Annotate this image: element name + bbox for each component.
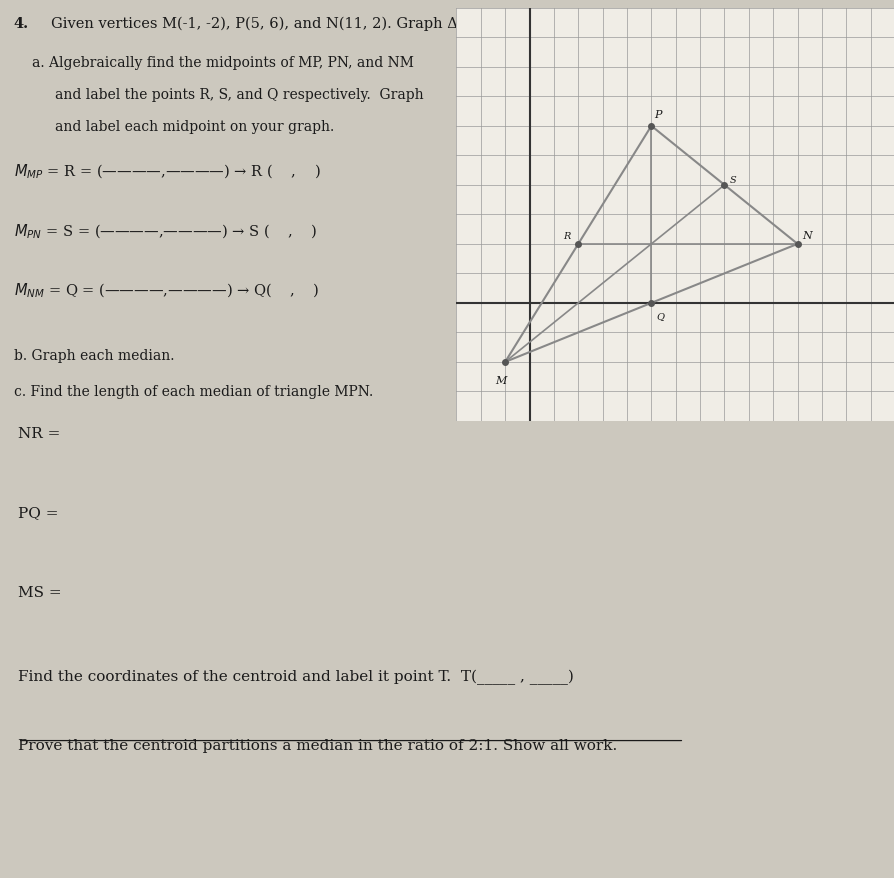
Text: Given vertices M(-1, -2), P(5, 6), and N(11, 2). Graph ΔMPN.: Given vertices M(-1, -2), P(5, 6), and N… (51, 17, 498, 31)
Text: $M_{MP}$ = R = (————,————) → R (    ,    ): $M_{MP}$ = R = (————,————) → R ( , ) (13, 163, 320, 181)
Text: PQ =: PQ = (18, 506, 58, 520)
Text: b. Graph each median.: b. Graph each median. (13, 349, 174, 363)
Text: N: N (802, 231, 811, 241)
Text: Find the coordinates of the centroid and label it point T.  T(_____ , _____): Find the coordinates of the centroid and… (18, 669, 573, 684)
Text: S: S (729, 176, 735, 184)
Text: 4.: 4. (13, 17, 29, 31)
Text: and label the points R, S, and Q respectively.  Graph: and label the points R, S, and Q respect… (55, 88, 424, 102)
Text: R: R (563, 232, 570, 241)
Text: $M_{PN}$ = S = (————,————) → S (    ,    ): $M_{PN}$ = S = (————,————) → S ( , ) (13, 222, 316, 241)
Text: M: M (495, 375, 506, 385)
Text: MS =: MS = (18, 585, 62, 599)
Text: Prove that the centroid partitions a median in the ratio of 2:1. Show all work.: Prove that the centroid partitions a med… (18, 738, 616, 752)
Text: and label each midpoint on your graph.: and label each midpoint on your graph. (55, 119, 334, 133)
Text: NR =: NR = (18, 427, 60, 441)
Text: Q: Q (655, 312, 663, 320)
Text: c. Find the length of each median of triangle MPN.: c. Find the length of each median of tri… (13, 385, 373, 398)
Text: P: P (653, 110, 661, 119)
Text: $M_{NM}$ = Q = (————,————) → Q(    ,    ): $M_{NM}$ = Q = (————,————) → Q( , ) (13, 281, 318, 299)
Text: a. Algebraically find the midpoints of MP, PN, and NM: a. Algebraically find the midpoints of M… (32, 56, 414, 70)
